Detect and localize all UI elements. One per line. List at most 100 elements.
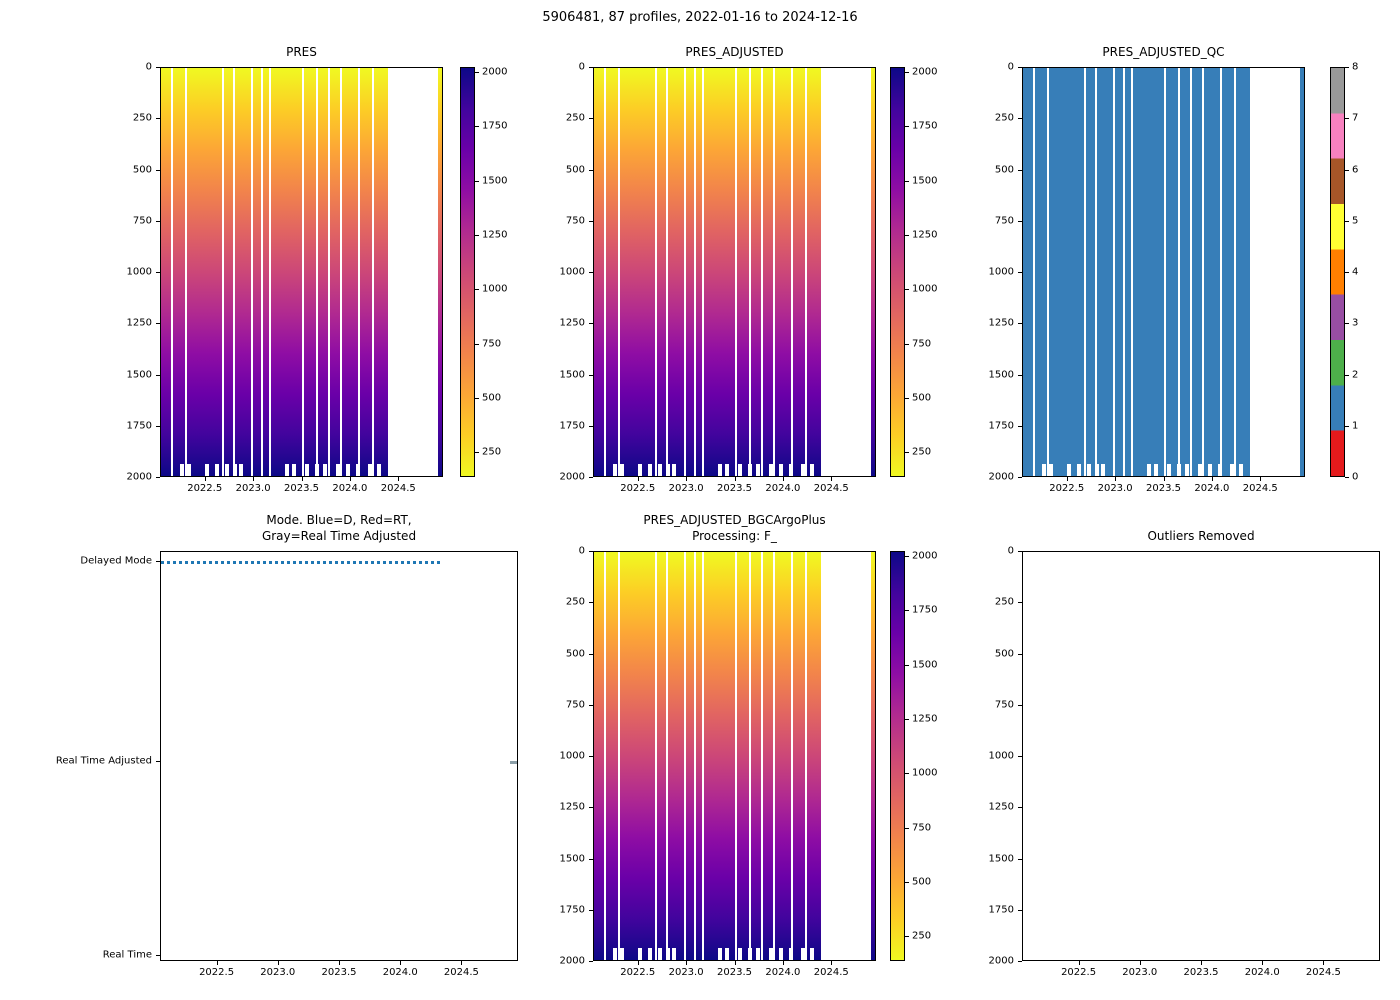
y-tick	[1018, 653, 1022, 655]
x-tick	[1201, 961, 1202, 965]
shallow-profile-notch	[314, 464, 319, 476]
pres_adjusted_qc-colorbar-tick-label: 2	[1352, 369, 1359, 380]
shallow-profile-notch	[620, 464, 625, 476]
pres_adjusted_bgc-colorbar-tick-label: 2000	[912, 550, 938, 562]
colorbar-tick	[1345, 220, 1349, 222]
missing-profile-stripe	[604, 552, 607, 960]
shallow-profile-notch	[355, 464, 360, 476]
missing-profile-stripe	[1123, 68, 1126, 476]
y-tick	[156, 118, 160, 120]
pres-axes	[160, 67, 443, 477]
mode-axes	[160, 551, 518, 961]
y-tick	[589, 425, 593, 427]
missing-profile-stripe	[1177, 68, 1180, 476]
x-tick	[1066, 477, 1068, 481]
missing-profile-stripe	[734, 552, 737, 960]
x-tick	[216, 961, 218, 965]
y-tick	[589, 551, 593, 552]
shallow-profile-notch	[648, 948, 653, 960]
pres_adjusted_bgc-y-tick-label: 500	[565, 648, 585, 659]
outliers-y-tick-label: 0	[1007, 545, 1014, 557]
x-tick	[831, 961, 833, 965]
pres_adjusted_qc-colorbar-tick-label: 5	[1352, 215, 1359, 227]
missing-profile-stripe	[184, 68, 187, 476]
missing-profile-stripe	[357, 68, 360, 476]
x-tick	[398, 477, 400, 481]
x-tick	[782, 961, 784, 965]
y-tick	[589, 477, 593, 478]
missing-profile-stripe	[1095, 68, 1098, 476]
pres_adjusted_bgc-y-tick-label: 2000	[559, 955, 585, 967]
pres_adjusted_qc-colorbar-tick-label: 8	[1352, 61, 1359, 73]
pres_adjusted-axes	[593, 67, 876, 477]
x-tick	[637, 961, 639, 965]
pres_adjusted_qc-title: PRES_ADJUSTED_QC	[1102, 45, 1225, 59]
mode-x-tick-label: 2022.5	[199, 967, 235, 978]
pres_adjusted_bgc-y-tick-label: 1750	[559, 904, 585, 916]
pres_adjusted_bgc-x-tick-label: 2024.5	[813, 967, 849, 978]
colorbar-tick	[1345, 425, 1349, 427]
outliers-x-tick-label: 2022.5	[1061, 967, 1097, 978]
y-tick	[156, 67, 160, 68]
missing-profile-stripe	[617, 68, 620, 476]
shallow-profile-notch	[1147, 464, 1152, 476]
y-tick	[1018, 323, 1022, 325]
colorbar-tick	[905, 180, 909, 182]
colorbar-tick	[905, 126, 909, 128]
pres-y-tick-label: 0	[145, 61, 152, 73]
outliers-y-tick-label: 750	[994, 699, 1014, 711]
y-tick	[589, 858, 593, 860]
pres_adjusted_bgc-title: PRES_ADJUSTED_BGCArgoPlus Processing: F_	[643, 513, 826, 543]
missing-profile-stripe	[1234, 68, 1237, 476]
shallow-profile-notch	[1238, 464, 1243, 476]
y-tick	[156, 954, 160, 956]
shallow-profile-notch	[376, 464, 381, 476]
pres_adjusted_bgc-colorbar-tick-label: 1500	[912, 659, 938, 671]
shallow-profile-notch	[718, 464, 723, 476]
pres_adjusted_bgc-data-block	[594, 552, 822, 960]
y-tick	[156, 561, 160, 563]
missing-profile-stripe	[666, 68, 669, 476]
shallow-profile-notch	[1198, 464, 1203, 476]
shallow-profile-notch	[672, 464, 677, 476]
shallow-profile-notch	[620, 948, 625, 960]
pres_adjusted-y-tick-label: 0	[578, 61, 585, 73]
missing-profile-stripe	[1163, 68, 1166, 476]
pres_adjusted-y-tick-label: 250	[565, 112, 585, 124]
colorbar-tick	[905, 234, 909, 236]
missing-profile-stripe	[684, 552, 687, 960]
shallow-profile-notch	[1077, 464, 1082, 476]
colorbar-tick	[905, 936, 909, 938]
pres_adjusted_qc-y-tick-label: 1000	[988, 266, 1014, 278]
colorbar-tick	[905, 773, 909, 775]
pres_adjusted-x-tick-label: 2022.5	[620, 483, 656, 494]
y-tick	[1018, 858, 1022, 860]
missing-profile-stripe	[748, 552, 751, 960]
pres_adjusted-x-tick-label: 2024.0	[765, 483, 801, 494]
shallow-profile-notch	[801, 464, 806, 476]
y-tick	[1018, 220, 1022, 222]
x-tick	[339, 961, 340, 965]
pres_adjusted_bgc-colorbar-tick-label: 250	[912, 930, 932, 942]
missing-profile-stripe	[805, 68, 808, 476]
y-tick	[1018, 477, 1022, 478]
pres-x-tick-label: 2024.0	[332, 483, 368, 494]
pres_adjusted_qc-y-tick-label: 1500	[988, 369, 1014, 380]
missing-profile-stripe	[315, 68, 318, 476]
mode-x-tick-label: 2024.0	[382, 967, 418, 978]
pres_adjusted_bgc-y-tick-label: 1500	[559, 853, 585, 864]
pres_adjusted_bgc-y-tick-label: 1250	[559, 801, 585, 813]
pres_adjusted_qc-y-tick-label: 1750	[988, 420, 1014, 432]
pres_adjusted_qc-y-tick-label: 500	[994, 164, 1014, 175]
pres-y-tick-label: 2000	[126, 471, 152, 483]
shallow-profile-notch	[1095, 464, 1100, 476]
mode-x-tick-label: 2023.0	[260, 967, 296, 978]
missing-profile-stripe	[760, 552, 763, 960]
missing-profile-stripe	[694, 552, 697, 960]
pres-data-block	[438, 68, 442, 476]
shallow-profile-notch	[1167, 464, 1172, 476]
y-tick	[589, 272, 593, 273]
mode-x-tick-label: 2024.5	[443, 967, 479, 978]
outliers-y-tick-label: 1250	[988, 801, 1014, 813]
